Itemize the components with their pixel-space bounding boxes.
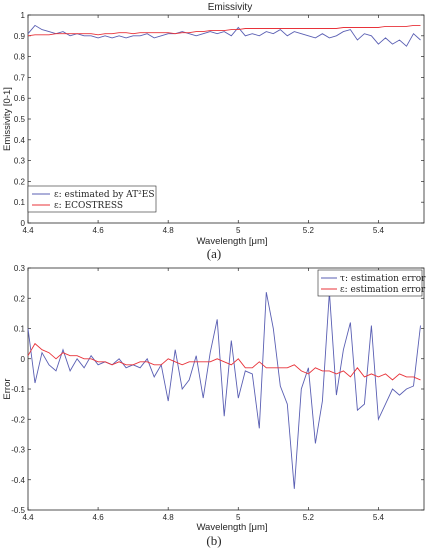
chart-b-ytick-label: -0.4 [11,476,25,485]
chart-b-xtick-label: 5 [236,513,241,522]
chart-b-xtick-label: 4.6 [93,513,105,522]
chart-a-ytick-label: 0 [21,219,26,228]
chart-a-xtick-label: 4.4 [22,226,34,235]
chart-a-series-2-line [27,24,421,37]
chart-error: 4.4 4.6 4.8 5 5.2 5.4 -0.5 -0.4 -0.3 -0.2 -0.1 0 0.1… [2,264,426,548]
chart-b-series [27,292,421,489]
chart-a-series [27,24,421,47]
caption-b: (b) [206,533,221,548]
chart-a-ytick-label: 0.1 [14,198,26,207]
chart-b-legend: τ: estimation error ε: estimation error [317,269,426,297]
chart-a-ytick-label: 1 [21,11,26,20]
chart-a-ytick-label: 0.3 [14,157,26,166]
chart-b-ytick-label: -0.3 [11,446,25,455]
chart-a-ytick-label: 0.9 [14,32,26,41]
chart-b-ytick-label: 0.2 [14,294,26,303]
chart-b-xtick-label: 4.8 [163,513,175,522]
chart-a-ytick-label: 0.2 [14,177,26,186]
chart-a-xtick-label: 5 [236,226,241,235]
chart-b-ytick-label: -0.1 [11,385,25,394]
caption-a: (a) [207,246,221,261]
chart-b-series-1-line [27,292,421,489]
chart-a-ylabel: Emissivity [0-1] [2,87,13,151]
chart-b-xlabel: Wavelength [μm] [196,522,267,533]
chart-b-ytick-label: 0 [21,355,26,364]
chart-a-xtick-label: 4.6 [93,226,105,235]
chart-a-title: Emissivity [208,2,252,13]
chart-a-ytick-label: 0.6 [14,94,26,103]
chart-a-ticks: 4.4 4.6 4.8 5 5.2 5.4 0 0.1 0.2 0.3 0.4 0.5 0.6 0.7 0.… [14,11,424,235]
chart-b-ticks: 4.4 4.6 4.8 5 5.2 5.4 -0.5 -0.4 -0.3 -0.2 -0.1 0 0.1… [11,264,424,522]
chart-b-ytick-label: 0.1 [14,325,26,334]
chart-b-ytick-label: -0.5 [11,506,25,515]
chart-b-legend-box [317,269,423,297]
chart-a-xtick-label: 5.4 [373,226,385,235]
chart-b-series-2-line [27,342,421,381]
chart-b-xtick-label: 5.4 [373,513,385,522]
chart-a-legend-label-2: ε: ECOSTRESS [54,201,123,211]
chart-a-legend-label-1: ε: estimated by AT²ES [54,190,155,200]
chart-b-legend-label-1: τ: estimation error [340,274,426,284]
chart-emissivity: Emissivity 4.4 4.6 4.8 5 5.2 5.4 0 0.1 0.2 0.3 0.4… [2,2,425,261]
chart-a-xlabel: Wavelength [μm] [196,236,267,247]
chart-b-ytick-label: 0.3 [14,264,26,273]
chart-b-xtick-label: 4.4 [22,513,34,522]
chart-a-xtick-label: 4.8 [163,226,175,235]
chart-a-ytick-label: 0.8 [14,53,26,62]
chart-a-legend: ε: estimated by AT²ES ε: ECOSTRESS [27,185,157,213]
chart-b-plot-area [27,267,425,511]
chart-b-legend-label-2: ε: estimation error [340,285,426,295]
chart-b-ytick-label: -0.2 [11,415,25,424]
chart-a-ytick-label: 0.7 [14,73,26,82]
chart-b-xtick-label: 5.2 [303,513,315,522]
chart-a-ytick-label: 0.5 [14,115,26,124]
chart-a-legend-box [27,185,157,213]
chart-a-xtick-label: 5.2 [303,226,315,235]
chart-b-ylabel: Error [2,378,13,399]
chart-a-ytick-label: 0.4 [14,136,26,145]
chart-a-series-1-line [27,24,421,47]
